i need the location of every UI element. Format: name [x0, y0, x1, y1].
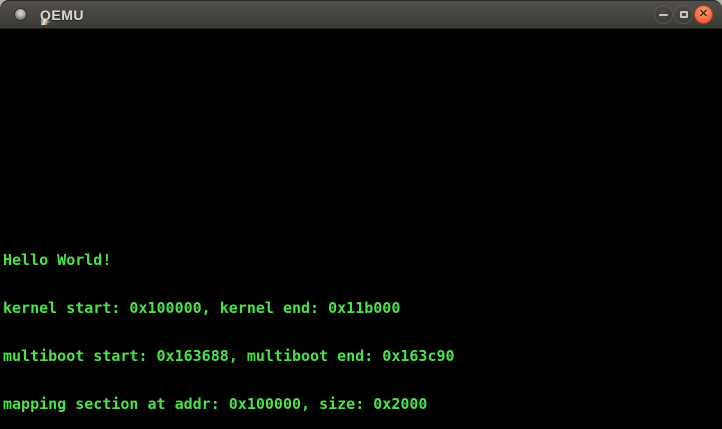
- window-menu-orb-icon[interactable]: [14, 8, 27, 21]
- terminal-line: mapping section at addr: 0x100000, size:…: [3, 395, 428, 413]
- maximize-icon: [679, 11, 688, 18]
- close-button[interactable]: ✕: [694, 5, 713, 24]
- titlebar[interactable]: QEMU ✕: [0, 0, 722, 29]
- terminal-output: Hello World! kernel start: 0x100000, ker…: [3, 220, 455, 427]
- maximize-button[interactable]: [674, 5, 693, 24]
- minimize-icon: [659, 13, 668, 16]
- window-title: QEMU: [40, 7, 84, 23]
- terminal-line: multiboot start: 0x163688, multiboot end…: [3, 347, 455, 365]
- minimize-button[interactable]: [654, 5, 673, 24]
- cursor-artifact: [41, 19, 49, 25]
- close-icon: ✕: [698, 8, 709, 20]
- terminal-line: kernel start: 0x100000, kernel end: 0x11…: [3, 299, 401, 317]
- window-controls: ✕: [654, 5, 713, 24]
- vga-display[interactable]: Hello World! kernel start: 0x100000, ker…: [1, 29, 720, 427]
- terminal-line: Hello World!: [3, 251, 112, 269]
